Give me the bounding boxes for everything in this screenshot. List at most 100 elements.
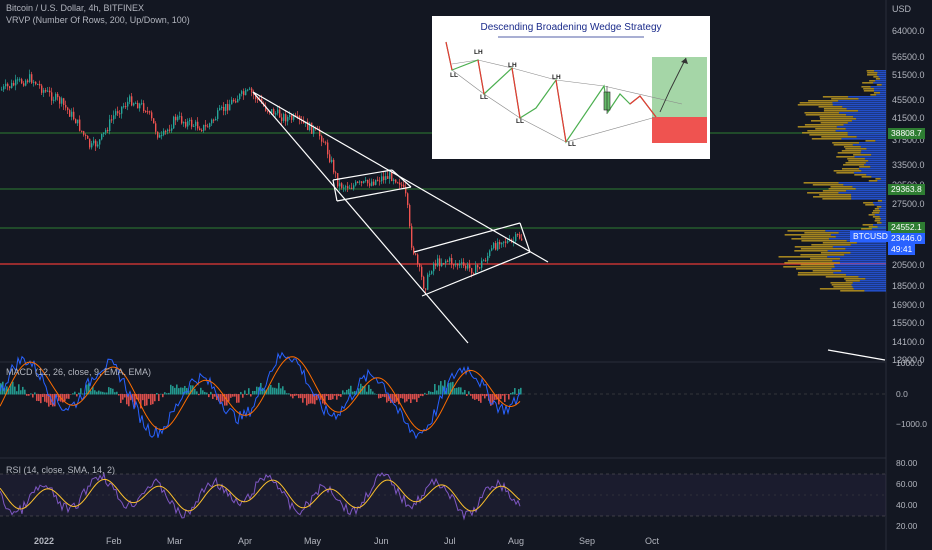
candle-body xyxy=(495,243,497,250)
volume-bar-down xyxy=(872,216,880,218)
volume-bar-up xyxy=(859,280,886,282)
macd-histogram-bar xyxy=(110,387,112,395)
price-tick: 27500.0 xyxy=(892,199,925,209)
candle-body xyxy=(463,262,465,266)
candle-body xyxy=(53,99,55,101)
inset-label: LL xyxy=(516,118,524,125)
level-badge-24552: 24552.1 xyxy=(888,222,925,233)
volume-bar-up xyxy=(825,230,886,232)
candle-body xyxy=(483,260,485,262)
candle-body xyxy=(55,93,57,100)
macd-histogram-bar xyxy=(440,381,442,395)
macd-histogram-bar xyxy=(276,388,278,395)
macd-histogram-bar xyxy=(150,394,152,405)
macd-histogram-bar xyxy=(290,394,292,397)
candle-body xyxy=(117,111,119,114)
candle-body xyxy=(69,110,71,117)
candle-body xyxy=(255,94,257,100)
volume-bar-up xyxy=(851,284,886,286)
macd-histogram-bar xyxy=(444,380,446,395)
volume-bar-down xyxy=(853,154,872,156)
candle-body xyxy=(333,159,335,173)
price-tick: 16900.0 xyxy=(892,300,925,310)
macd-histogram-bar xyxy=(166,393,168,395)
volume-bar-up xyxy=(846,114,886,116)
macd-histogram-bar xyxy=(106,392,108,395)
volume-bar-up xyxy=(876,74,886,76)
macd-histogram-bar xyxy=(508,394,510,400)
macd-histogram-bar xyxy=(158,394,160,402)
macd-histogram-bar xyxy=(118,394,120,396)
symbol-legend[interactable]: Bitcoin / U.S. Dollar, 4h, BITFINEX xyxy=(6,3,145,13)
macd-histogram-bar xyxy=(376,393,378,395)
macd-histogram-bar xyxy=(494,394,496,400)
volume-bar-up xyxy=(866,174,886,176)
candle-body xyxy=(131,96,133,106)
macd-histogram-bar xyxy=(280,388,282,395)
macd-histogram-bar xyxy=(40,394,42,404)
macd-histogram-bar xyxy=(442,385,444,395)
candle-body xyxy=(503,241,505,243)
volume-bar-up xyxy=(871,176,886,178)
vrvp-legend[interactable]: VRVP (Number Of Rows, 200, Up/Down, 100) xyxy=(6,15,190,25)
inset-label: LH xyxy=(552,74,561,81)
macd-histogram-bar xyxy=(332,394,334,400)
candle-body xyxy=(505,241,507,243)
macd-histogram-bar xyxy=(274,387,276,395)
macd-histogram-bar xyxy=(400,394,402,399)
macd-histogram-bar xyxy=(306,394,308,406)
candle-body xyxy=(267,110,269,112)
macd-histogram-bar xyxy=(76,394,78,397)
candle-body xyxy=(35,81,37,85)
macd-histogram-bar xyxy=(334,394,336,396)
candle-body xyxy=(401,184,403,186)
candle-body xyxy=(163,130,165,135)
strategy-inset xyxy=(432,16,710,159)
candle-body xyxy=(147,111,149,113)
inset-label: LL xyxy=(568,141,576,148)
macd-legend[interactable]: MACD (12, 26, close, 9, EMA, EMA) xyxy=(6,367,152,377)
macd-histogram-bar xyxy=(432,391,434,395)
volume-bar-down xyxy=(859,166,871,168)
candle-body xyxy=(325,142,327,144)
volume-bar-up xyxy=(832,102,886,104)
macd-histogram-bar xyxy=(206,392,208,395)
volume-bar-up xyxy=(858,276,886,278)
candle-body xyxy=(45,90,47,92)
macd-histogram-bar xyxy=(328,394,330,400)
macd-histogram-bar xyxy=(286,393,288,395)
rsi-legend[interactable]: RSI (14, close, SMA, 14, 2) xyxy=(6,465,116,475)
macd-histogram-bar xyxy=(394,394,396,404)
volume-bar-up xyxy=(858,98,886,100)
time-axis-label: Sep xyxy=(579,536,596,546)
volume-bar-down xyxy=(819,194,852,196)
wedge-drawing[interactable] xyxy=(252,91,886,361)
volume-bar-down xyxy=(847,158,865,160)
volume-bar-up xyxy=(871,154,886,156)
volume-profile xyxy=(778,70,886,292)
candle-body xyxy=(291,115,293,120)
candle-body xyxy=(285,114,287,122)
candle-body xyxy=(97,144,99,147)
volume-bar-up xyxy=(831,268,886,270)
volume-bar-down xyxy=(804,124,844,126)
volume-bar-down xyxy=(784,262,840,264)
macd-histogram-bar xyxy=(282,386,284,395)
time-axis-label: May xyxy=(304,536,322,546)
inset-label: LL xyxy=(480,94,488,101)
candle-body xyxy=(135,102,137,104)
volume-bar-up xyxy=(873,82,886,84)
candle-body xyxy=(247,89,249,91)
candle-body xyxy=(205,124,207,127)
candle-body xyxy=(323,141,325,143)
candle-body xyxy=(411,226,413,248)
candle-body xyxy=(73,111,75,120)
macd-histogram-bar xyxy=(142,394,144,401)
candle-body xyxy=(477,265,479,268)
macd-histogram-bar xyxy=(288,393,290,395)
volume-bar-up xyxy=(878,76,886,78)
price-tick: 33500.0 xyxy=(892,160,925,170)
macd-histogram-bar xyxy=(408,394,410,400)
volume-bar-up xyxy=(860,152,886,154)
